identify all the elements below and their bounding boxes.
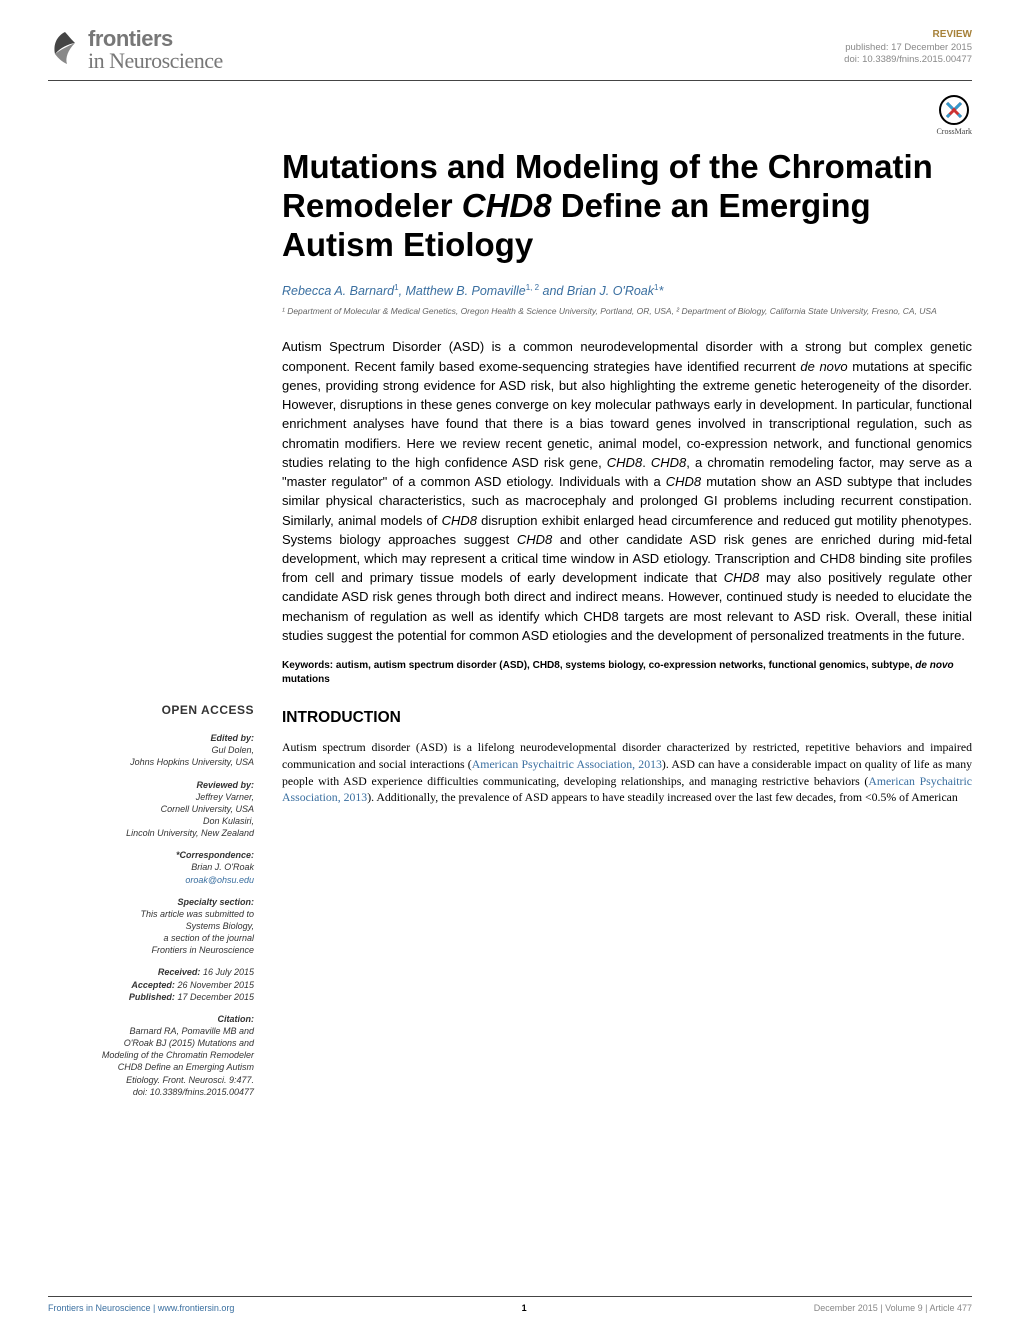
crossmark-block: CrossMark [48, 95, 972, 136]
citation-text: Modeling of the Chromatin Remodeler [48, 1049, 254, 1061]
dates-block: Received: 16 July 2015 Accepted: 26 Nove… [48, 966, 254, 1002]
author-link[interactable]: Rebecca A. Barnard [282, 284, 394, 298]
published-label: Published: [129, 992, 175, 1002]
reviewed-by-block: Reviewed by: Jeffrey Varner, Cornell Uni… [48, 779, 254, 840]
correspondence-email[interactable]: oroak@ohsu.edu [185, 875, 254, 885]
citation-text: O'Roak BJ (2015) Mutations and [48, 1037, 254, 1049]
accepted-date: 26 November 2015 [177, 980, 254, 990]
reviewed-by-label: Reviewed by: [48, 779, 254, 791]
accepted-label: Accepted: [131, 980, 175, 990]
specialty-block: Specialty section: This article was subm… [48, 896, 254, 957]
section-heading-introduction: INTRODUCTION [282, 709, 972, 727]
specialty-text: Frontiers in Neuroscience [48, 944, 254, 956]
citation-block: Citation: Barnard RA, Pomaville MB and O… [48, 1013, 254, 1098]
article-type: REVIEW [844, 28, 972, 42]
reviewer-name: Jeffrey Varner, [48, 791, 254, 803]
specialty-text: Systems Biology, [48, 920, 254, 932]
sidebar: OPEN ACCESS Edited by: Gul Dolen, Johns … [48, 702, 254, 1108]
reviewer-name: Don Kulasiri, [48, 815, 254, 827]
specialty-text: a section of the journal [48, 932, 254, 944]
publication-meta: REVIEW published: 17 December 2015 doi: … [844, 28, 972, 67]
editor-name: Gul Dolen, [48, 744, 254, 756]
citation-text: Etiology. Front. Neurosci. 9:477. [48, 1074, 254, 1086]
citation-link[interactable]: American Psychaitric Association, 2013 [282, 774, 972, 805]
header-rule [48, 80, 972, 81]
logo-word-journal: in Neuroscience [88, 50, 223, 72]
citation-doi-link[interactable]: doi: 10.3389/fnins.2015.00477 [133, 1087, 254, 1097]
crossmark-icon [939, 95, 969, 125]
page-number: 1 [522, 1303, 527, 1313]
citation-link[interactable]: American Psychaitric Association, 2013 [472, 757, 662, 771]
open-access-label: OPEN ACCESS [48, 702, 254, 718]
footer-journal-link[interactable]: Frontiers in Neuroscience | www.frontier… [48, 1303, 234, 1313]
doi-link[interactable]: doi: 10.3389/fnins.2015.00477 [844, 54, 972, 65]
edited-by-block: Edited by: Gul Dolen, Johns Hopkins Univ… [48, 732, 254, 768]
journal-logo: frontiers in Neuroscience [48, 28, 223, 72]
main-column: Mutations and Modeling of the Chromatin … [282, 148, 972, 806]
author-link[interactable]: Brian J. O'Roak [567, 284, 654, 298]
received-label: Received: [158, 967, 201, 977]
page-footer: Frontiers in Neuroscience | www.frontier… [48, 1296, 972, 1313]
specialty-label: Specialty section: [48, 896, 254, 908]
specialty-text: This article was submitted to [48, 908, 254, 920]
affiliations: ¹ Department of Molecular & Medical Gene… [282, 306, 972, 317]
reviewer-affiliation: Cornell University, USA [48, 803, 254, 815]
author-list: Rebecca A. Barnard1, Matthew B. Pomavill… [282, 283, 972, 298]
citation-text: Barnard RA, Pomaville MB and [48, 1025, 254, 1037]
page-header: frontiers in Neuroscience REVIEW publish… [48, 28, 972, 72]
crossmark-badge[interactable]: CrossMark [936, 95, 972, 136]
citation-text: CHD8 Define an Emerging Autism [48, 1061, 254, 1073]
correspondence-block: *Correspondence: Brian J. O'Roak oroak@o… [48, 849, 254, 885]
citation-label: Citation: [48, 1013, 254, 1025]
article-title: Mutations and Modeling of the Chromatin … [282, 148, 972, 265]
leaf-icon [48, 30, 82, 71]
edited-by-label: Edited by: [48, 732, 254, 744]
keywords: Keywords: autism, autism spectrum disord… [282, 659, 972, 687]
correspondence-label: *Correspondence: [48, 849, 254, 861]
author-link[interactable]: Matthew B. Pomaville [406, 284, 526, 298]
corresponding-author: Brian J. O'Roak [48, 861, 254, 873]
reviewer-affiliation: Lincoln University, New Zealand [48, 827, 254, 839]
body-paragraph: Autism spectrum disorder (ASD) is a life… [282, 739, 972, 806]
abstract: Autism Spectrum Disorder (ASD) is a comm… [282, 337, 972, 645]
footer-issue-link[interactable]: December 2015 | Volume 9 | Article 477 [814, 1303, 972, 1313]
published-date-sidebar: 17 December 2015 [177, 992, 254, 1002]
received-date: 16 July 2015 [203, 967, 254, 977]
editor-affiliation: Johns Hopkins University, USA [48, 756, 254, 768]
crossmark-label: CrossMark [936, 127, 972, 136]
published-date: published: 17 December 2015 [844, 42, 972, 55]
logo-word-frontiers: frontiers [88, 28, 223, 50]
